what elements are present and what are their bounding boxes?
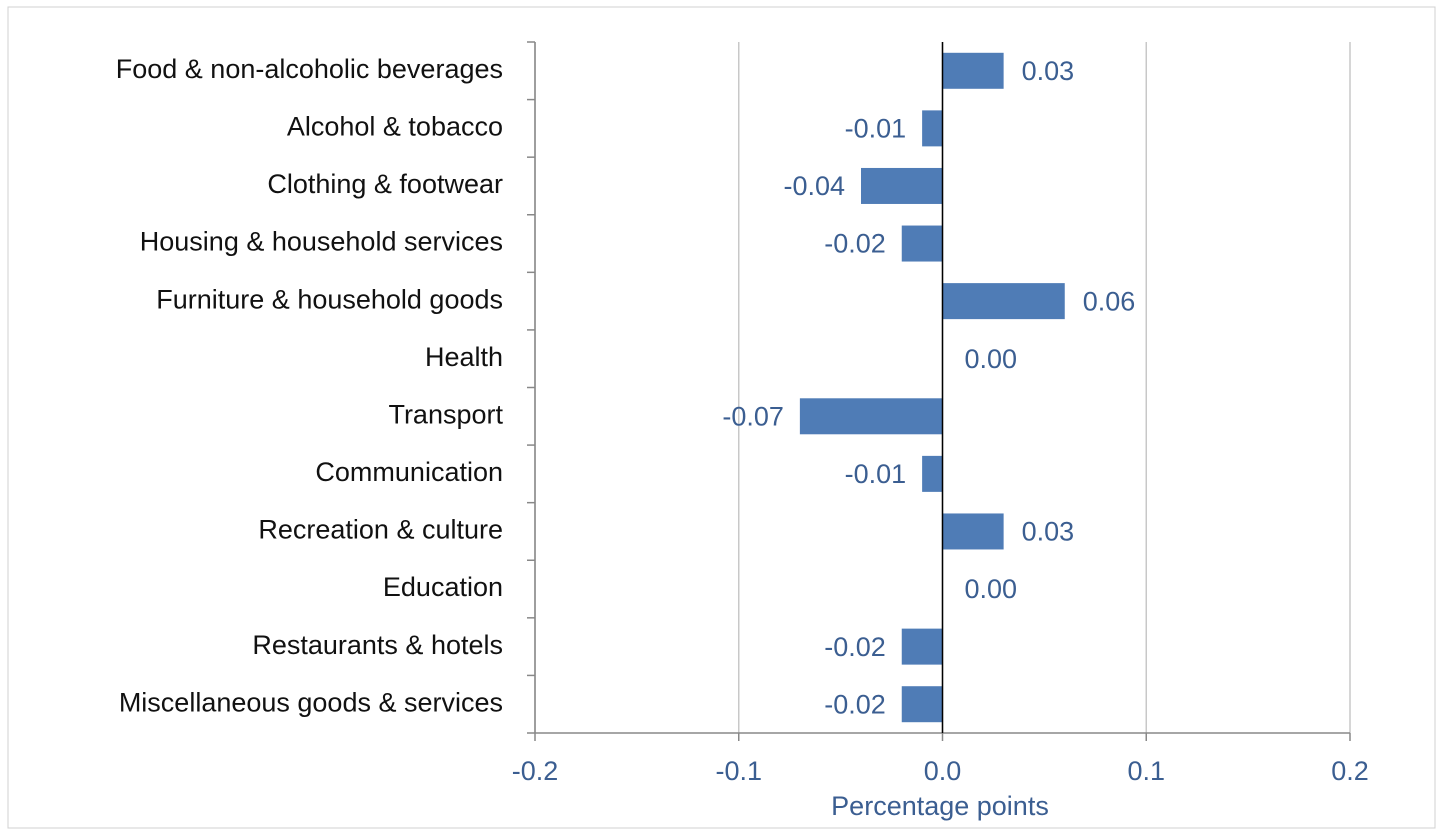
y-tick-label: Housing & household services	[140, 227, 503, 257]
y-tick-label: Clothing & footwear	[267, 169, 503, 199]
value-label: -0.01	[845, 459, 907, 489]
bar	[861, 167, 943, 204]
bar	[901, 628, 943, 665]
y-tick-label: Furniture & household goods	[156, 284, 503, 314]
bar	[922, 110, 943, 147]
bar	[901, 686, 943, 723]
bar	[901, 225, 943, 262]
bar	[922, 455, 943, 492]
x-axis-title: Percentage points	[831, 791, 1049, 821]
value-label: -0.02	[824, 689, 886, 719]
x-tick-label: -0.1	[715, 756, 762, 786]
y-tick-label: Alcohol & tobacco	[287, 112, 503, 142]
chart-border	[7, 6, 1436, 829]
bar	[942, 283, 1065, 320]
y-tick-label: Miscellaneous goods & services	[119, 687, 503, 717]
y-tick-label: Restaurants & hotels	[252, 630, 503, 660]
value-label: 0.03	[1022, 517, 1075, 547]
value-label: 0.03	[1022, 56, 1075, 86]
value-label: 0.00	[965, 344, 1018, 374]
x-tick-label: 0.1	[1127, 756, 1165, 786]
y-tick-label: Communication	[315, 457, 503, 487]
value-label: -0.04	[783, 171, 845, 201]
bar	[942, 52, 1004, 89]
value-label: 0.00	[965, 574, 1018, 604]
value-label: -0.02	[824, 632, 886, 662]
y-tick-label: Recreation & culture	[258, 515, 503, 545]
bar	[942, 513, 1004, 550]
y-tick-label: Transport	[388, 399, 503, 429]
x-tick-label: -0.2	[512, 756, 559, 786]
x-tick-label: 0.2	[1331, 756, 1369, 786]
value-label: -0.02	[824, 229, 886, 259]
value-label: 0.06	[1083, 286, 1136, 316]
x-tick-label: 0.0	[924, 756, 962, 786]
y-tick-label: Education	[383, 572, 503, 602]
y-tick-label: Food & non-alcoholic beverages	[116, 54, 503, 84]
value-label: -0.07	[722, 401, 784, 431]
value-label: -0.01	[845, 114, 907, 144]
y-tick-label: Health	[425, 342, 503, 372]
bar	[799, 398, 943, 435]
